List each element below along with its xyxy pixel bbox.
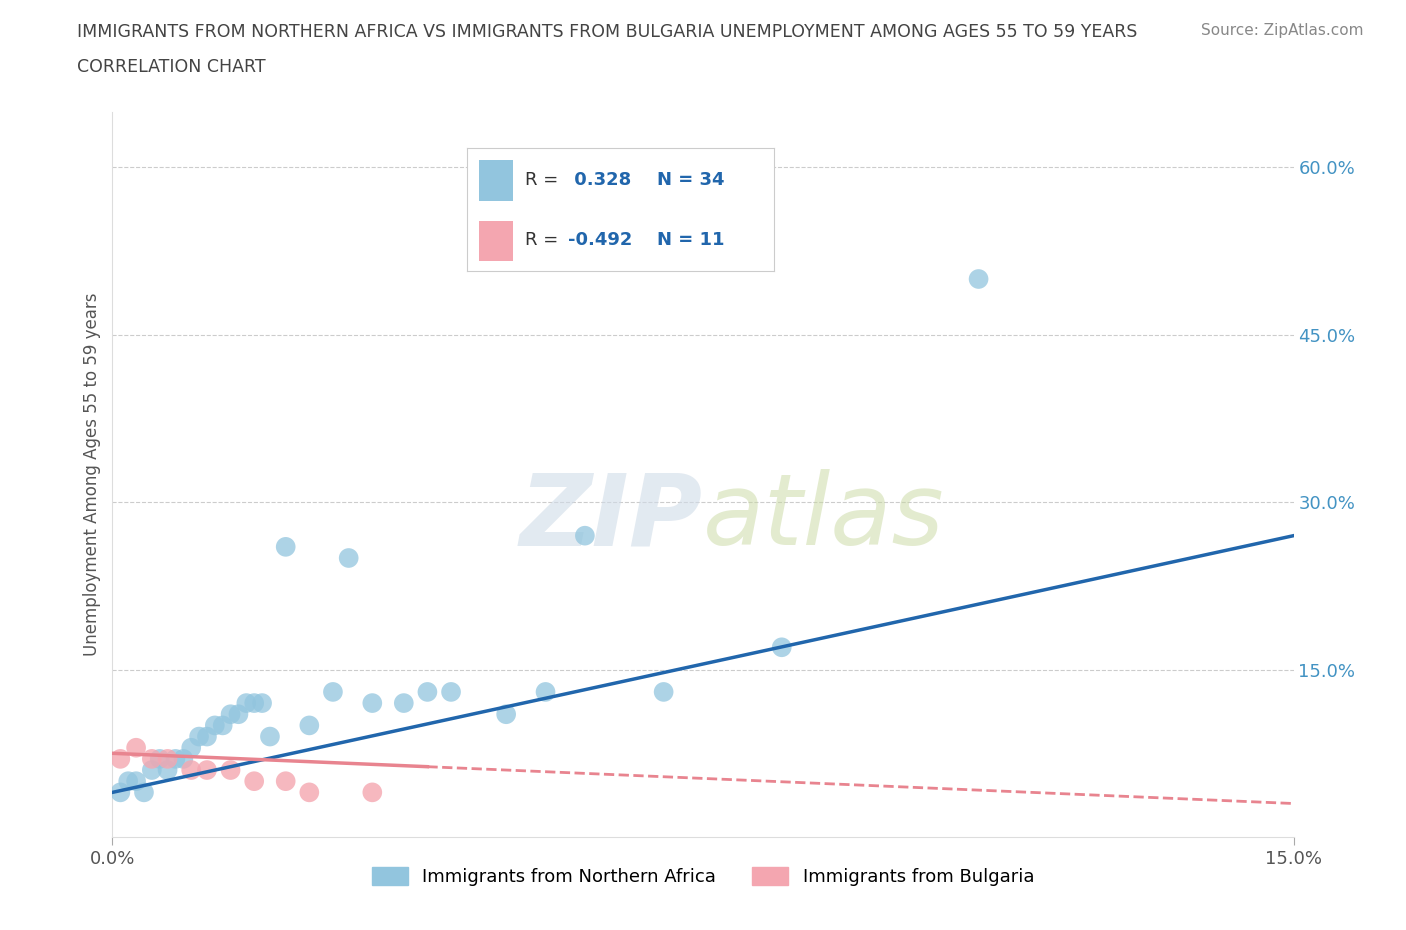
Point: [770, 640, 793, 655]
Point: [125, 774, 148, 789]
Point: [110, 751, 132, 766]
Point: [219, 707, 242, 722]
Point: [117, 774, 139, 789]
Point: [574, 528, 596, 543]
Point: [156, 763, 179, 777]
Text: Source: ZipAtlas.com: Source: ZipAtlas.com: [1201, 23, 1364, 38]
Point: [219, 763, 242, 777]
Text: IMMIGRANTS FROM NORTHERN AFRICA VS IMMIGRANTS FROM BULGARIA UNEMPLOYMENT AMONG A: IMMIGRANTS FROM NORTHERN AFRICA VS IMMIG…: [77, 23, 1137, 41]
Point: [361, 785, 384, 800]
Point: [228, 707, 250, 722]
Point: [188, 729, 211, 744]
Point: [652, 684, 675, 699]
Point: [361, 696, 384, 711]
Point: [392, 696, 415, 711]
Point: [156, 751, 179, 766]
Point: [967, 272, 990, 286]
Text: atlas: atlas: [703, 470, 945, 566]
Point: [235, 696, 257, 711]
Point: [298, 718, 321, 733]
Point: [243, 696, 266, 711]
Point: [204, 718, 226, 733]
Point: [534, 684, 557, 699]
Point: [274, 774, 297, 789]
Y-axis label: Unemployment Among Ages 55 to 59 years: Unemployment Among Ages 55 to 59 years: [83, 293, 101, 656]
Point: [337, 551, 360, 565]
Point: [495, 707, 517, 722]
Point: [180, 763, 202, 777]
Point: [440, 684, 463, 699]
Text: CORRELATION CHART: CORRELATION CHART: [77, 58, 266, 75]
Point: [125, 740, 148, 755]
Point: [243, 774, 266, 789]
Point: [416, 684, 439, 699]
Point: [195, 729, 218, 744]
Point: [180, 740, 202, 755]
Point: [165, 751, 187, 766]
Point: [141, 751, 163, 766]
Point: [195, 763, 218, 777]
Point: [132, 785, 155, 800]
Point: [259, 729, 281, 744]
Legend: Immigrants from Northern Africa, Immigrants from Bulgaria: Immigrants from Northern Africa, Immigra…: [364, 859, 1042, 893]
Text: ZIP: ZIP: [520, 470, 703, 566]
Point: [298, 785, 321, 800]
Point: [322, 684, 344, 699]
Point: [250, 696, 273, 711]
Point: [172, 751, 194, 766]
Point: [211, 718, 233, 733]
Point: [141, 763, 163, 777]
Point: [110, 785, 132, 800]
Point: [274, 539, 297, 554]
Point: [149, 751, 172, 766]
